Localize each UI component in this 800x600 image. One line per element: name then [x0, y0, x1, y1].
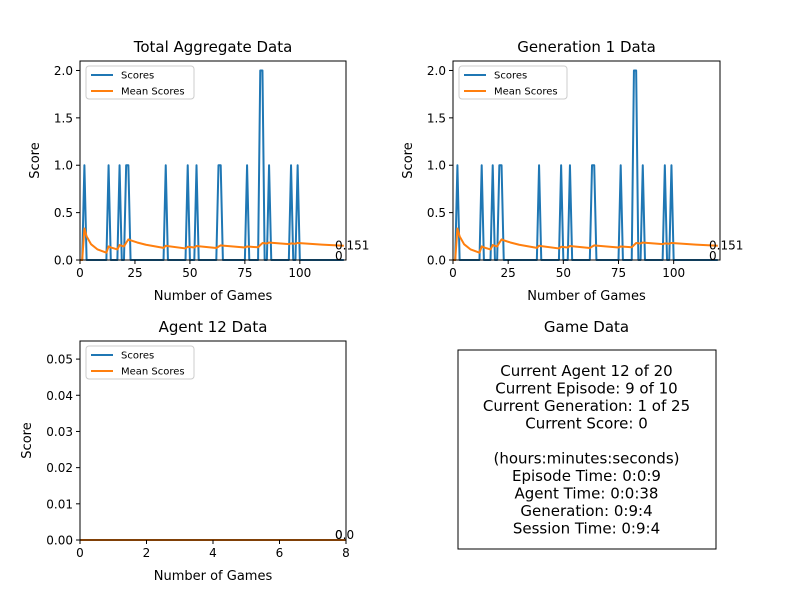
y-axis-label: Score [28, 142, 43, 178]
chart-title: Total Aggregate Data [133, 38, 293, 56]
game-data-line: Current Score: 0 [525, 415, 647, 433]
y-axis-label: Score [401, 142, 416, 178]
series-line-scores [453, 69, 718, 261]
game-data-line: Current Agent 12 of 20 [500, 362, 672, 380]
y-tick-label: 0.01 [46, 497, 73, 511]
game-data-line: Session Time: 0:9:4 [513, 520, 660, 538]
game-data-title: Game Data [544, 318, 629, 336]
legend-entry: Mean Scores [494, 87, 558, 98]
x-tick-label: 0 [76, 546, 84, 560]
y-tick-label: 0.00 [46, 534, 73, 548]
y-tick-label: 0.0 [427, 254, 446, 268]
legend-entry: Mean Scores [121, 87, 185, 98]
y-tick-label: 1.0 [427, 159, 446, 173]
x-tick-label: 50 [182, 266, 197, 280]
y-tick-label: 0.03 [46, 425, 73, 439]
game-data-line: Generation: 0:9:4 [520, 502, 652, 520]
x-tick-label: 4 [209, 546, 217, 560]
x-tick-label: 6 [276, 546, 284, 560]
game-data-line: Agent Time: 0:0:38 [515, 485, 659, 503]
y-tick-label: 0.5 [54, 206, 73, 220]
legend-entry: Scores [121, 71, 154, 82]
legend-entry: Scores [121, 351, 154, 362]
y-tick-label: 1.0 [54, 159, 73, 173]
y-tick-label: 2.0 [427, 64, 446, 78]
end-label-score: 0 [709, 249, 717, 263]
x-tick-label: 8 [342, 546, 350, 560]
y-tick-label: 0.02 [46, 461, 73, 475]
game-data-line: Current Episode: 9 of 10 [495, 380, 677, 398]
x-axis-label: Number of Games [154, 569, 273, 584]
y-tick-label: 1.5 [54, 111, 73, 125]
x-tick-label: 25 [501, 266, 516, 280]
y-tick-label: 0.0 [54, 254, 73, 268]
x-tick-label: 100 [288, 266, 311, 280]
end-label-score: 0 [335, 528, 343, 542]
x-tick-label: 0 [449, 266, 457, 280]
x-tick-label: 2 [143, 546, 151, 560]
chart-total-aggregate: Total Aggregate Data 0 25 50 75 100 0.0 0.5 1.0… [28, 38, 369, 304]
end-label-mean: 0.0 [335, 528, 354, 542]
plot-frame [452, 60, 721, 261]
series-line-mean-scores [453, 227, 718, 261]
plot-frame [79, 60, 347, 261]
x-tick-label: 25 [127, 266, 142, 280]
end-label-mean: 0.151 [709, 239, 743, 253]
end-label-score: 0 [335, 249, 343, 263]
chart-agent-12: Agent 12 Data 0 2 4 6 80.000.010.020.030.040… [20, 318, 354, 584]
x-axis-label: Number of Games [527, 289, 646, 304]
game-data-line: (hours:minutes:seconds) [493, 450, 679, 468]
x-tick-label: 75 [237, 266, 252, 280]
x-tick-label: 75 [611, 266, 626, 280]
series-line-scores [80, 69, 344, 261]
y-axis-label: Score [20, 422, 35, 458]
y-tick-label: 0.04 [46, 389, 73, 403]
chart-title: Agent 12 Data [159, 318, 268, 336]
game-data-panel: Game Data Current Agent 12 of 20Current … [457, 318, 717, 550]
x-axis-label: Number of Games [154, 289, 273, 304]
x-tick-label: 100 [662, 266, 685, 280]
game-data-line: Episode Time: 0:0:9 [512, 467, 661, 485]
end-label-mean: 0.151 [335, 239, 369, 253]
y-tick-label: 0.5 [427, 206, 446, 220]
x-tick-label: 50 [556, 266, 571, 280]
y-tick-label: 0.05 [46, 353, 73, 367]
legend-entry: Scores [494, 71, 527, 82]
series-line-mean-scores [80, 227, 344, 261]
chart-title: Generation 1 Data [517, 38, 656, 56]
legend-entry: Mean Scores [121, 367, 185, 378]
y-tick-label: 1.5 [427, 111, 446, 125]
y-tick-label: 2.0 [54, 64, 73, 78]
game-data-line: Current Generation: 1 of 25 [483, 397, 690, 415]
x-tick-label: 0 [76, 266, 84, 280]
game-data-box [457, 349, 717, 550]
chart-generation-1: Generation 1 Data 0 25 50 75 100 0.0 0.5 1.0 1.5… [401, 38, 743, 304]
